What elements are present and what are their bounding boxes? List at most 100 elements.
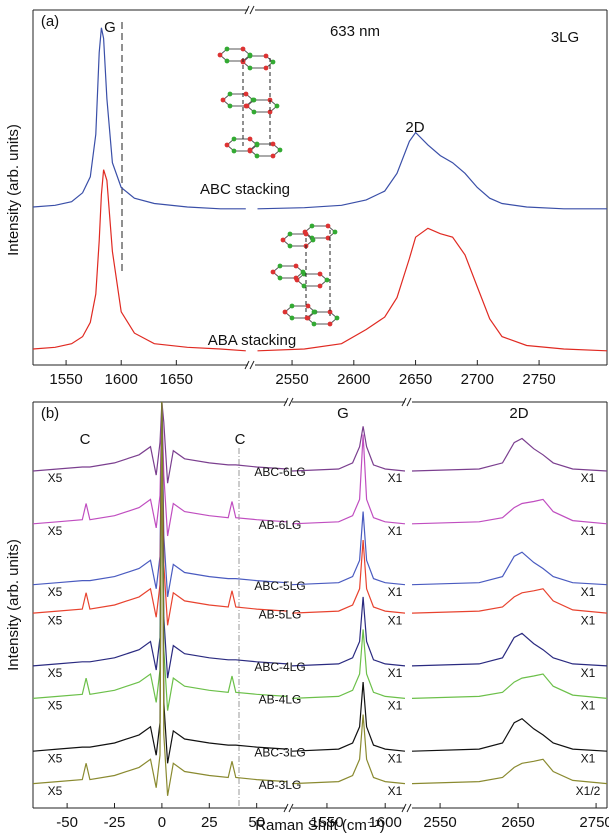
spectrum xyxy=(33,402,287,679)
spectrum xyxy=(412,551,607,586)
x-tick-label: 2550 xyxy=(275,371,308,388)
inset-abc xyxy=(217,46,283,159)
spectrum xyxy=(33,402,287,764)
x-tick-label: 1550 xyxy=(49,371,82,388)
annotation: G xyxy=(104,19,116,36)
multiplier-label: X5 xyxy=(48,524,63,538)
multiplier-label: X1 xyxy=(388,471,403,485)
x-tick-label: 2550 xyxy=(423,814,456,831)
axis-break xyxy=(401,397,407,407)
spectrum xyxy=(412,437,607,472)
spectrum xyxy=(412,632,607,667)
x-tick-label: 0 xyxy=(158,814,166,831)
multiplier-label: X1 xyxy=(388,699,403,713)
annotation: 633 nm xyxy=(330,23,380,40)
multiplier-label: X1/2 xyxy=(576,784,601,798)
spectrum xyxy=(292,511,405,586)
spectrum xyxy=(292,434,405,525)
multiplier-label: X1 xyxy=(581,699,596,713)
annotation: 2D xyxy=(405,119,424,136)
x-tick-label: 1550 xyxy=(310,814,343,831)
x-tick-label: -25 xyxy=(104,814,126,831)
spectrum xyxy=(292,426,405,472)
multiplier-label: X5 xyxy=(48,666,63,680)
series-label: ABA stacking xyxy=(208,332,296,349)
spectrum xyxy=(33,402,287,484)
series-label: ABC-5LG xyxy=(254,579,305,593)
annotation: G xyxy=(337,405,349,422)
annotation: C xyxy=(235,431,246,448)
x-tick-label: 1650 xyxy=(160,371,193,388)
x-tick-label: 2750 xyxy=(579,814,609,831)
spectrum xyxy=(33,402,287,537)
multiplier-label: X1 xyxy=(581,524,596,538)
multiplier-label: X1 xyxy=(581,471,596,485)
series-label: AB-4LG xyxy=(259,693,302,707)
x-tick-label: -50 xyxy=(56,814,78,831)
axis-break xyxy=(288,397,294,407)
x-tick-label: 2650 xyxy=(399,371,432,388)
axis-break xyxy=(288,803,294,813)
annotation: 3LG xyxy=(551,29,579,46)
x-tick-label: 2600 xyxy=(337,371,370,388)
x-tick-label: 2700 xyxy=(461,371,494,388)
spectrum xyxy=(33,27,246,210)
multiplier-label: X1 xyxy=(388,751,403,765)
annotation: C xyxy=(80,431,91,448)
panel-label: (b) xyxy=(41,405,59,422)
axis-break xyxy=(244,360,250,370)
spectrum xyxy=(412,588,607,614)
multiplier-label: X5 xyxy=(48,613,63,627)
series-label: AB-5LG xyxy=(259,607,302,621)
spectrum xyxy=(292,596,405,667)
axis-break xyxy=(283,803,289,813)
inset-aba xyxy=(270,223,340,327)
spectrum xyxy=(292,539,405,614)
spectrum xyxy=(33,402,287,626)
multiplier-label: X1 xyxy=(581,585,596,599)
series-label: ABC-6LG xyxy=(254,465,305,479)
series-label: ABC-4LG xyxy=(254,660,305,674)
series-label: AB-3LG xyxy=(259,778,302,792)
x-tick-label: 25 xyxy=(201,814,218,831)
spectrum xyxy=(412,673,607,699)
spectrum xyxy=(412,498,607,525)
axis-break xyxy=(401,803,407,813)
multiplier-label: X5 xyxy=(48,751,63,765)
axis-break xyxy=(244,5,250,15)
spectrum xyxy=(292,682,405,752)
multiplier-label: X1 xyxy=(388,613,403,627)
multiplier-label: X1 xyxy=(388,585,403,599)
x-tick-label: 2650 xyxy=(501,814,534,831)
spectrum xyxy=(33,402,287,711)
axis-break xyxy=(249,360,255,370)
multiplier-label: X1 xyxy=(581,613,596,627)
multiplier-label: X5 xyxy=(48,784,63,798)
y-axis-label: Intensity (arb. units) xyxy=(5,124,22,256)
multiplier-label: X1 xyxy=(581,751,596,765)
multiplier-label: X1 xyxy=(388,524,403,538)
multiplier-label: X1 xyxy=(388,666,403,680)
annotation: 2D xyxy=(509,405,528,422)
x-tick-label: 1600 xyxy=(105,371,138,388)
multiplier-label: X5 xyxy=(48,471,63,485)
axis-break xyxy=(406,803,412,813)
series-label: ABC-3LG xyxy=(254,745,305,759)
axis-break xyxy=(249,5,255,15)
axis-break xyxy=(283,397,289,407)
spectrum xyxy=(412,717,607,752)
multiplier-label: X1 xyxy=(388,784,403,798)
spectrum xyxy=(292,714,405,785)
y-axis-label: Intensity (arb. units) xyxy=(5,539,22,671)
spectrum xyxy=(257,227,607,352)
spectrum xyxy=(292,629,405,699)
multiplier-label: X5 xyxy=(48,699,63,713)
multiplier-label: X1 xyxy=(581,666,596,680)
series-label: ABC stacking xyxy=(200,181,290,198)
spectrum xyxy=(33,169,246,352)
spectrum xyxy=(33,402,287,598)
spectrum xyxy=(257,131,607,210)
x-tick-label: 1600 xyxy=(369,814,402,831)
x-tick-label: 2750 xyxy=(522,371,555,388)
